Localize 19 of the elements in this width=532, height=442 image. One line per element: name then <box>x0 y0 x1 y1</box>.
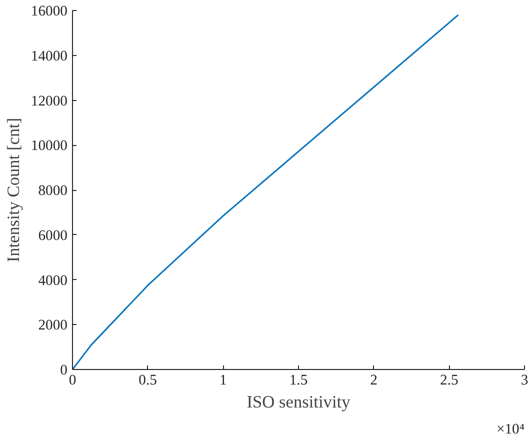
y-tick-label: 8000 <box>38 183 68 199</box>
y-tick-label: 12000 <box>30 93 68 110</box>
y-tick-label: 16000 <box>30 4 68 20</box>
y-tick-label: 0 <box>60 362 68 378</box>
y-tick-label: 6000 <box>38 228 68 244</box>
x-tick-label: 1 <box>220 372 227 388</box>
line-series <box>72 14 459 370</box>
text: ×10⁴ <box>496 422 525 438</box>
y-tick-label: 4000 <box>38 272 68 289</box>
x-axis-title: ISO sensitivity <box>246 392 351 412</box>
x-tick-label: 1.5 <box>289 372 308 388</box>
x-tick-label: 3 <box>520 372 528 388</box>
x-tick-label: 0.5 <box>138 372 157 388</box>
y-tick-label: 10000 <box>30 138 68 154</box>
y-axis-title: Intensity Count [cnt] <box>4 118 23 262</box>
y-tick-label: 2000 <box>38 318 68 334</box>
x-tick-label: 2.5 <box>440 372 458 388</box>
x-tick-label: 2 <box>370 372 378 388</box>
y-tick-label: 14000 <box>30 48 68 64</box>
